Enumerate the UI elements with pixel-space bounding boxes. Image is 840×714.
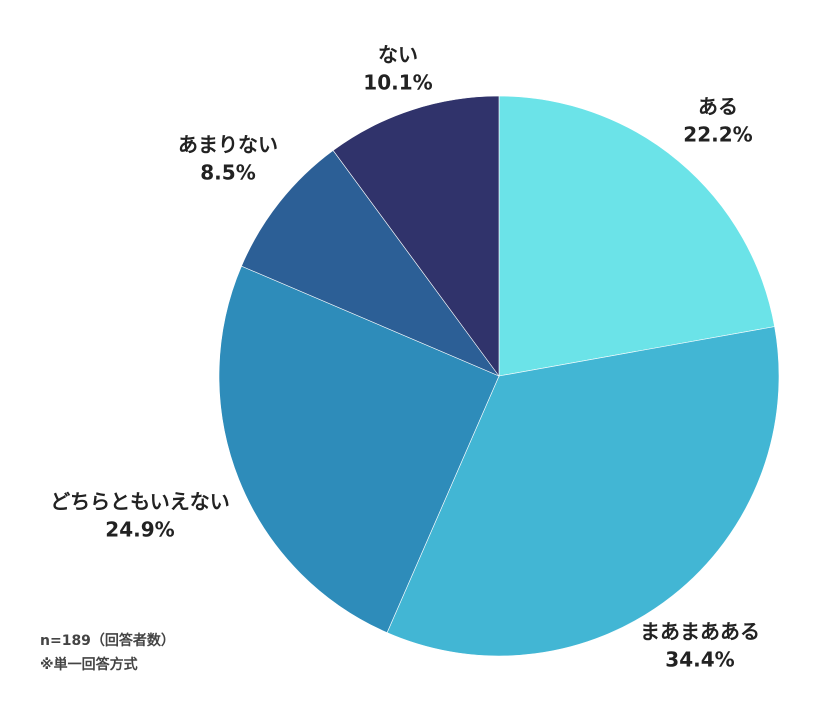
pie-slice (218, 265, 500, 634)
slice-label: ある (698, 95, 738, 119)
slice-value-label: 24.9% (105, 518, 174, 542)
note: ※単一回答方式 (40, 656, 138, 673)
pie-slice (386, 326, 780, 657)
pie-slice (332, 95, 500, 377)
slice-label: ない (378, 43, 418, 67)
slice-label: あまりない (178, 133, 278, 157)
note: n=189（回答者数） (40, 632, 175, 649)
slice-value-label: 8.5% (200, 161, 255, 185)
slice-value-label: 10.1% (363, 71, 432, 95)
slice-value-label: 34.4% (665, 648, 734, 672)
pie-slice (241, 149, 500, 377)
pie-slice (498, 95, 775, 377)
slice-label: まあまあある (640, 620, 760, 644)
slice-value-label: 22.2% (683, 123, 752, 147)
slice-label: どちらともいえない (50, 490, 230, 514)
